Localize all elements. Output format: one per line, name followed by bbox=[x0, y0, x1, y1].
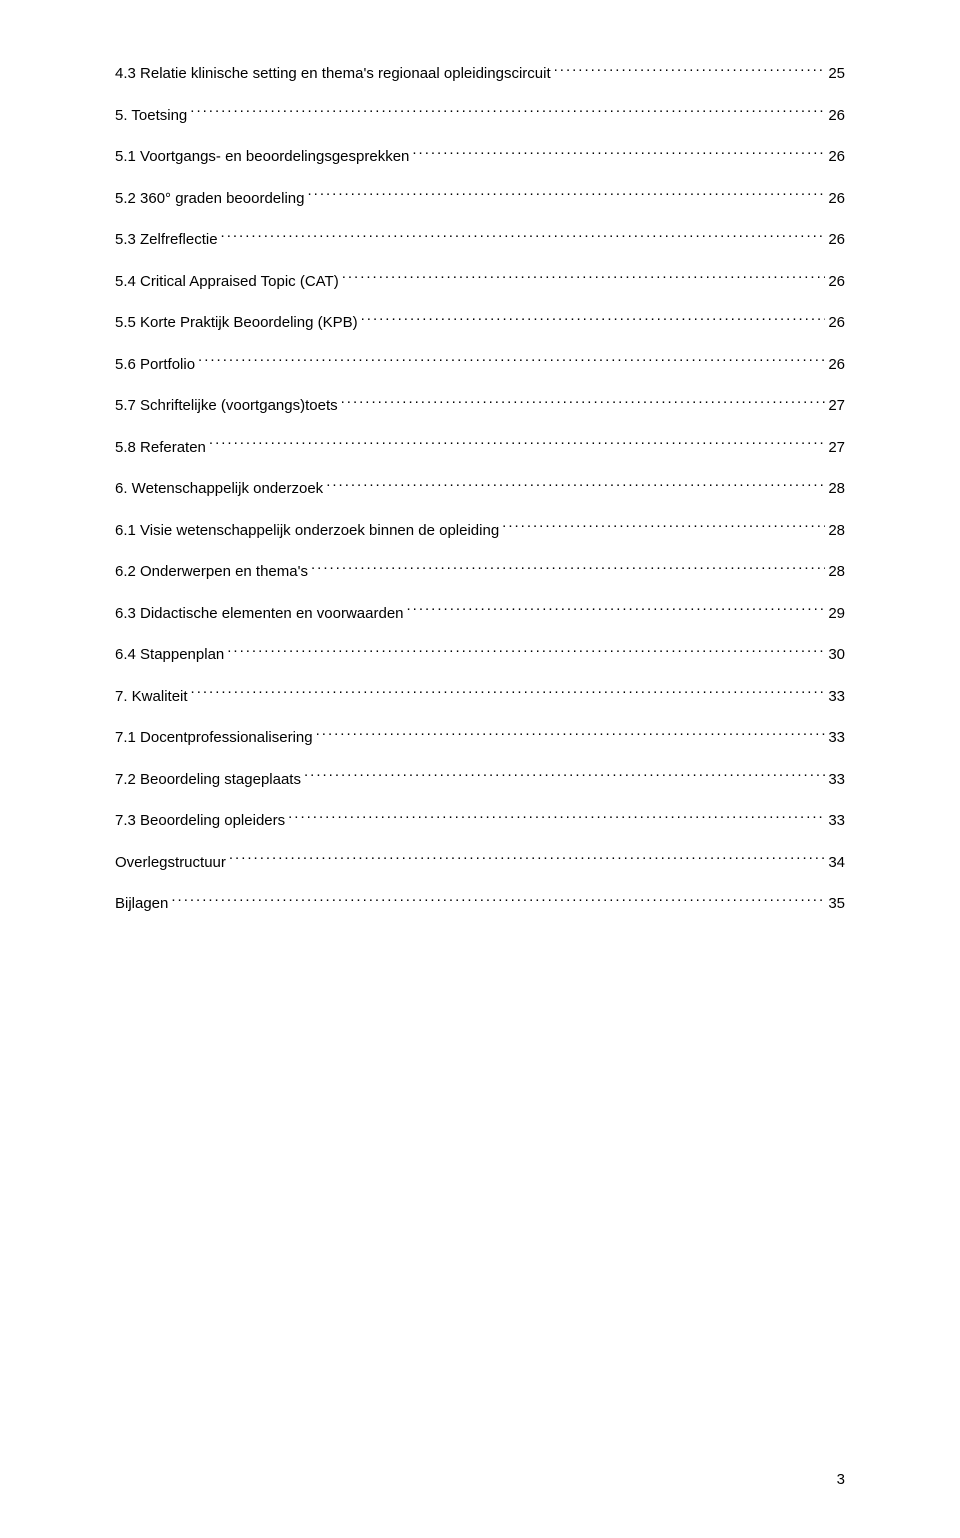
toc-leader-dots bbox=[288, 807, 825, 825]
toc-label: 5.2 360° graden beoordeling bbox=[115, 188, 305, 211]
toc-entry: 5.7 Schriftelijke (voortgangs)toets 27 bbox=[115, 392, 845, 418]
toc-leader-dots bbox=[229, 849, 825, 867]
toc-label: 5.8 Referaten bbox=[115, 437, 206, 460]
toc-leader-dots bbox=[308, 185, 826, 203]
toc-page-number: 27 bbox=[828, 437, 845, 460]
toc-entry: 6.2 Onderwerpen en thema's 28 bbox=[115, 558, 845, 584]
toc-page-number: 26 bbox=[828, 105, 845, 128]
toc-entry: 4.3 Relatie klinische setting en thema's… bbox=[115, 60, 845, 86]
toc-label: 6.2 Onderwerpen en thema's bbox=[115, 561, 308, 584]
toc-label: 5.3 Zelfreflectie bbox=[115, 229, 218, 252]
toc-label: 5.1 Voortgangs- en beoordelingsgesprekke… bbox=[115, 146, 409, 169]
toc-label: 4.3 Relatie klinische setting en thema's… bbox=[115, 63, 551, 86]
toc-label: 7.1 Docentprofessionalisering bbox=[115, 727, 313, 750]
toc-leader-dots bbox=[191, 683, 826, 701]
toc-page-number: 27 bbox=[828, 395, 845, 418]
document-page: 4.3 Relatie klinische setting en thema's… bbox=[0, 0, 960, 1538]
toc-entry: 5.3 Zelfreflectie 26 bbox=[115, 226, 845, 252]
toc-label: Bijlagen bbox=[115, 893, 168, 916]
toc-entry: 5.4 Critical Appraised Topic (CAT) 26 bbox=[115, 268, 845, 294]
toc-page-number: 28 bbox=[828, 561, 845, 584]
toc-page-number: 33 bbox=[828, 769, 845, 792]
toc-page-number: 28 bbox=[828, 520, 845, 543]
toc-entry: 6.3 Didactische elementen en voorwaarden… bbox=[115, 600, 845, 626]
toc-entry: 7.1 Docentprofessionalisering 33 bbox=[115, 724, 845, 750]
toc-leader-dots bbox=[326, 475, 825, 493]
toc-entry: 5.6 Portfolio 26 bbox=[115, 351, 845, 377]
toc-label: 5.4 Critical Appraised Topic (CAT) bbox=[115, 271, 339, 294]
toc-entry: 5.8 Referaten 27 bbox=[115, 434, 845, 460]
toc-leader-dots bbox=[412, 143, 825, 161]
toc-page-number: 35 bbox=[828, 893, 845, 916]
toc-label: 5.6 Portfolio bbox=[115, 354, 195, 377]
toc-label: 6. Wetenschappelijk onderzoek bbox=[115, 478, 323, 501]
toc-page-number: 26 bbox=[828, 188, 845, 211]
toc-entry: 5. Toetsing 26 bbox=[115, 102, 845, 128]
toc-label: 7.2 Beoordeling stageplaats bbox=[115, 769, 301, 792]
toc-label: 7.3 Beoordeling opleiders bbox=[115, 810, 285, 833]
toc-leader-dots bbox=[209, 434, 825, 452]
toc-leader-dots bbox=[316, 724, 826, 742]
toc-page-number: 26 bbox=[828, 271, 845, 294]
toc-leader-dots bbox=[198, 351, 825, 369]
toc-label: Overlegstructuur bbox=[115, 852, 226, 875]
toc-label: 6.3 Didactische elementen en voorwaarden bbox=[115, 603, 404, 626]
toc-entry: Bijlagen 35 bbox=[115, 890, 845, 916]
toc-page-number: 33 bbox=[828, 727, 845, 750]
toc-label: 6.4 Stappenplan bbox=[115, 644, 224, 667]
toc-leader-dots bbox=[190, 102, 825, 120]
toc-page-number: 26 bbox=[828, 229, 845, 252]
toc-page-number: 33 bbox=[828, 686, 845, 709]
toc-leader-dots bbox=[171, 890, 825, 908]
toc-page-number: 28 bbox=[828, 478, 845, 501]
toc-entry: 6.4 Stappenplan 30 bbox=[115, 641, 845, 667]
toc-leader-dots bbox=[341, 392, 826, 410]
toc-entry: 7. Kwaliteit 33 bbox=[115, 683, 845, 709]
toc-page-number: 33 bbox=[828, 810, 845, 833]
toc-leader-dots bbox=[407, 600, 826, 618]
toc-entry: 7.2 Beoordeling stageplaats 33 bbox=[115, 766, 845, 792]
toc-page-number: 29 bbox=[828, 603, 845, 626]
toc-leader-dots bbox=[221, 226, 826, 244]
toc-leader-dots bbox=[311, 558, 825, 576]
toc-page-number: 34 bbox=[828, 852, 845, 875]
toc-entry: 5.5 Korte Praktijk Beoordeling (KPB) 26 bbox=[115, 309, 845, 335]
toc-leader-dots bbox=[554, 60, 826, 78]
toc-leader-dots bbox=[342, 268, 826, 286]
toc-page-number: 26 bbox=[828, 354, 845, 377]
toc-entry: 7.3 Beoordeling opleiders 33 bbox=[115, 807, 845, 833]
toc-page-number: 25 bbox=[828, 63, 845, 86]
toc-label: 5. Toetsing bbox=[115, 105, 187, 128]
toc-label: 5.5 Korte Praktijk Beoordeling (KPB) bbox=[115, 312, 358, 335]
toc-label: 5.7 Schriftelijke (voortgangs)toets bbox=[115, 395, 338, 418]
table-of-contents: 4.3 Relatie klinische setting en thema's… bbox=[115, 60, 845, 916]
toc-label: 7. Kwaliteit bbox=[115, 686, 188, 709]
toc-leader-dots bbox=[227, 641, 825, 659]
toc-page-number: 30 bbox=[828, 644, 845, 667]
toc-entry: 5.1 Voortgangs- en beoordelingsgesprekke… bbox=[115, 143, 845, 169]
toc-page-number: 26 bbox=[828, 312, 845, 335]
toc-entry: 6. Wetenschappelijk onderzoek 28 bbox=[115, 475, 845, 501]
toc-leader-dots bbox=[304, 766, 825, 784]
toc-entry: 5.2 360° graden beoordeling 26 bbox=[115, 185, 845, 211]
toc-page-number: 26 bbox=[828, 146, 845, 169]
toc-label: 6.1 Visie wetenschappelijk onderzoek bin… bbox=[115, 520, 499, 543]
toc-entry: 6.1 Visie wetenschappelijk onderzoek bin… bbox=[115, 517, 845, 543]
page-number: 3 bbox=[837, 1471, 845, 1488]
toc-leader-dots bbox=[361, 309, 826, 327]
toc-leader-dots bbox=[502, 517, 825, 535]
toc-entry: Overlegstructuur 34 bbox=[115, 849, 845, 875]
